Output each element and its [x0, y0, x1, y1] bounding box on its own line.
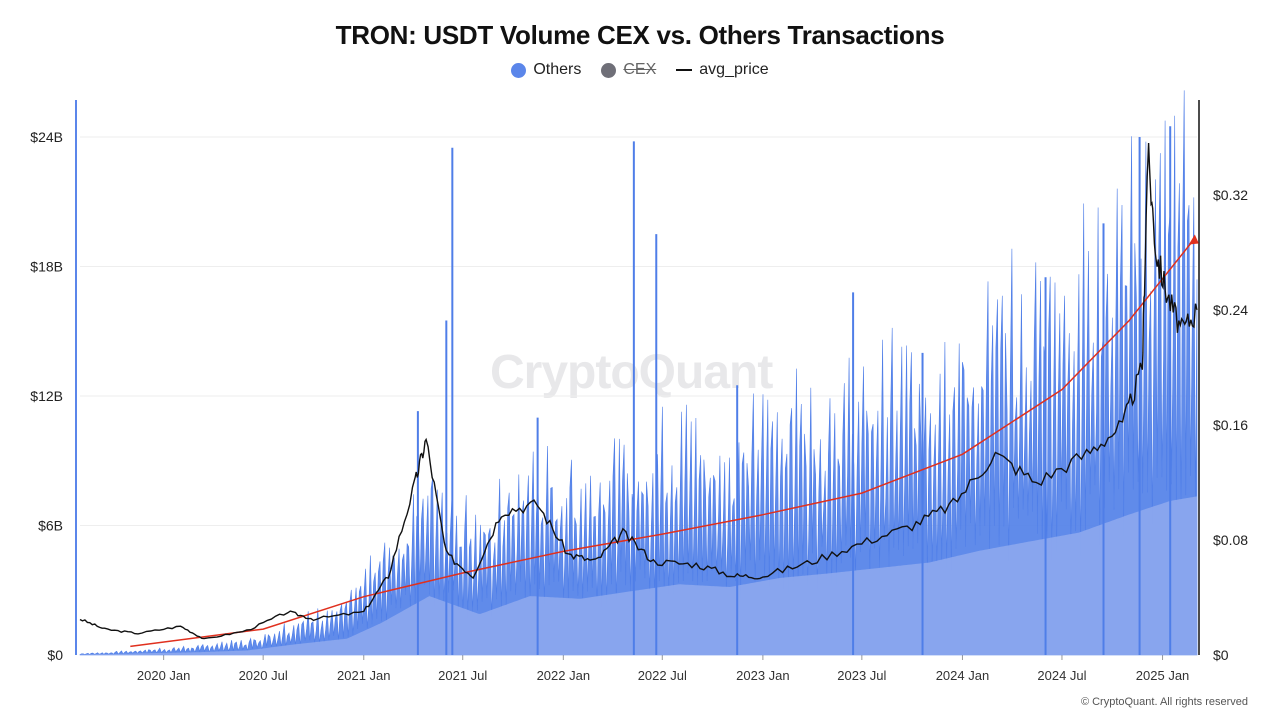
- chart-legend: Others CEX avg_price: [0, 61, 1280, 79]
- legend-label-others: Others: [533, 61, 582, 78]
- x-tick-label: 2023 Jan: [736, 668, 790, 683]
- x-tick-label: 2022 Jan: [537, 668, 591, 683]
- y-left-tick-label: $24B: [30, 129, 63, 145]
- legend-item-cex[interactable]: CEX: [601, 61, 656, 79]
- legend-item-others[interactable]: Others: [511, 61, 581, 79]
- x-tick-label: 2024 Jul: [1037, 668, 1086, 683]
- y-right-tick-label: $0.08: [1213, 532, 1248, 548]
- others-swatch-icon: [511, 62, 527, 78]
- legend-label-cex: CEX: [623, 61, 657, 78]
- cex-swatch-icon: [601, 62, 617, 78]
- x-tick-label: 2020 Jan: [137, 668, 191, 683]
- legend-label-avg-price: avg_price: [699, 61, 769, 78]
- y-left-tick-label: $18B: [30, 259, 63, 275]
- y-left-tick-label: $0: [47, 647, 63, 663]
- legend-item-avg-price[interactable]: avg_price: [676, 61, 769, 79]
- copyright-footer: © CryptoQuant. All rights reserved: [1080, 696, 1248, 708]
- x-tick-label: 2021 Jan: [337, 668, 391, 683]
- trend-arrow-line: [130, 237, 1196, 648]
- y-left-tick-label: $6B: [38, 518, 63, 534]
- y-right-tick-label: $0: [1213, 647, 1229, 663]
- x-tick-label: 2021 Jul: [438, 668, 487, 683]
- avg-price-swatch-icon: [676, 69, 693, 71]
- y-right-tick-label: $0.32: [1213, 187, 1248, 203]
- x-tick-label: 2025 Jan: [1136, 668, 1190, 683]
- others-series-floor: [80, 496, 1197, 655]
- y-right-tick-label: $0.16: [1213, 417, 1248, 433]
- watermark-logo: CryptoQuant: [490, 346, 773, 399]
- trend-arrowhead-icon: [1188, 234, 1199, 245]
- x-tick-label: 2023 Jul: [837, 668, 886, 683]
- x-tick-label: 2020 Jul: [239, 668, 288, 683]
- y-left-tick-label: $12B: [30, 388, 63, 404]
- x-tick-label: 2024 Jan: [936, 668, 990, 683]
- x-tick-label: 2022 Jul: [638, 668, 687, 683]
- y-right-tick-label: $0.24: [1213, 302, 1248, 318]
- chart-title: TRON: USDT Volume CEX vs. Others Transac…: [335, 20, 945, 50]
- avg-price-series-line: [79, 142, 1198, 640]
